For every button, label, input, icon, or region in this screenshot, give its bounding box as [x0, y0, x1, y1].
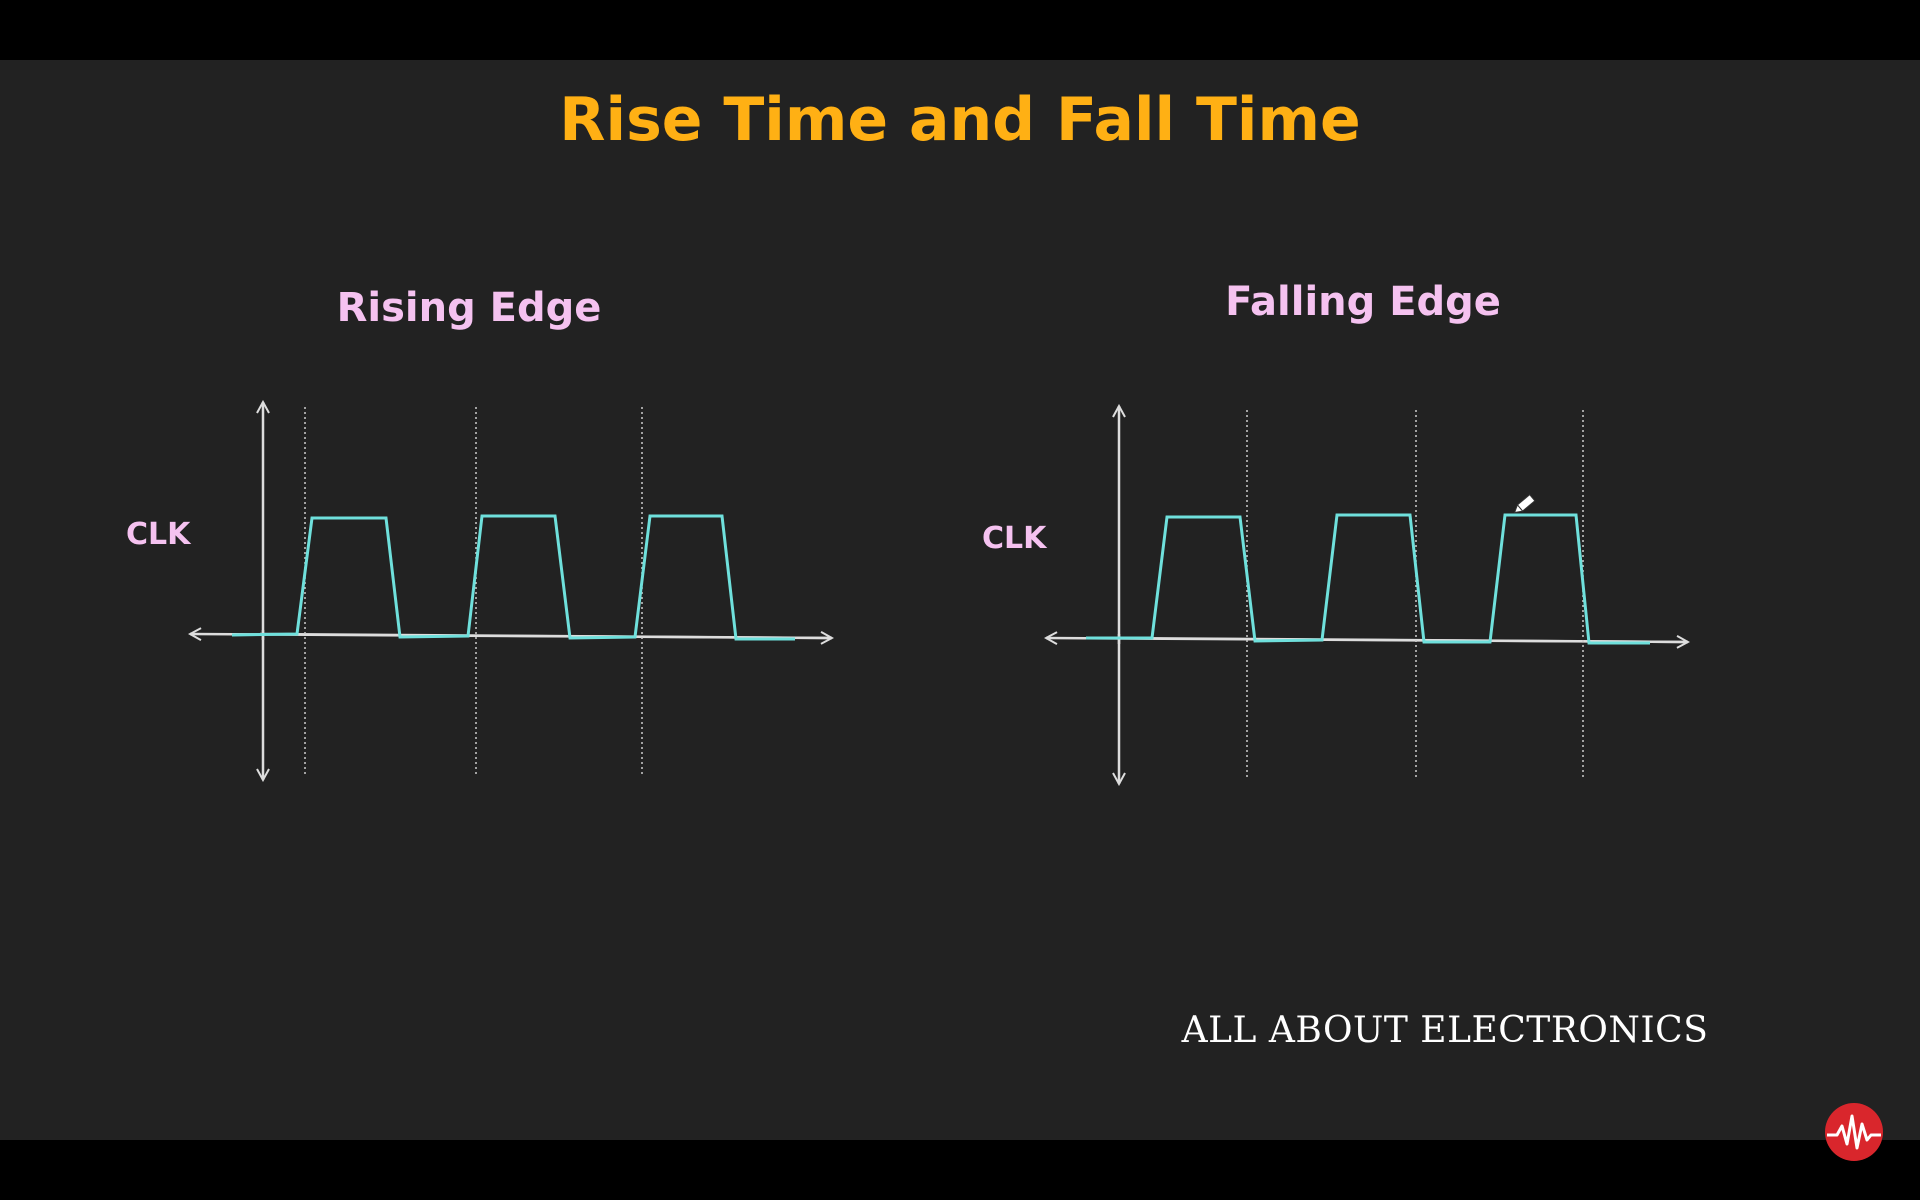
slide: Rise Time and Fall Time [0, 60, 1920, 1140]
rising-clk-waveform [231, 514, 795, 641]
rising-edge-diagram [190, 402, 832, 780]
falling-edge-diagram [1046, 406, 1688, 784]
falling-clk-waveform [1086, 513, 1650, 645]
rising-edge-heading: Rising Edge [336, 285, 602, 331]
rising-clk-label: CLK [126, 517, 191, 552]
waveform-logo-icon [1825, 1103, 1883, 1161]
falling-time-axis-right [1115, 638, 1688, 642]
falling-clk-label: CLK [982, 521, 1047, 556]
brand-watermark: ALL ABOUT ELECTRONICS [1181, 1010, 1709, 1051]
pencil-cursor-icon [1513, 493, 1536, 514]
slide-title: Rise Time and Fall Time [559, 85, 1361, 155]
falling-edge-heading: Falling Edge [1225, 279, 1501, 325]
